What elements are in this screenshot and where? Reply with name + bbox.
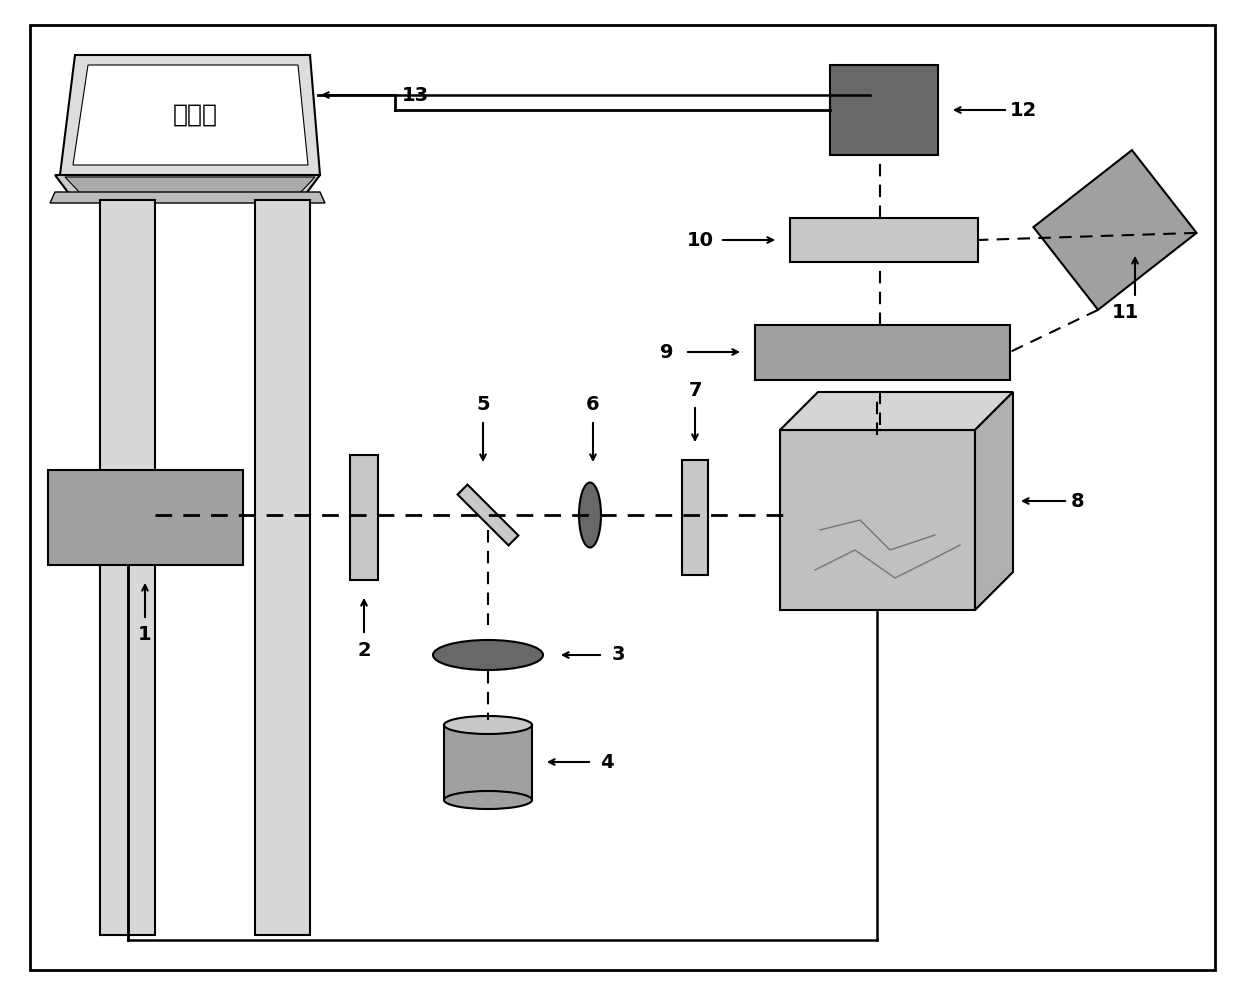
Polygon shape (55, 175, 320, 195)
Ellipse shape (579, 482, 601, 548)
Text: 11: 11 (1111, 303, 1138, 322)
Polygon shape (64, 177, 315, 193)
Bar (350, 455, 378, 580)
Bar (830, 65, 937, 155)
Bar (48, 470, 243, 565)
Bar (682, 460, 708, 575)
Polygon shape (50, 192, 325, 203)
Bar (780, 430, 975, 610)
Ellipse shape (433, 640, 543, 670)
Text: 1: 1 (138, 626, 151, 644)
Polygon shape (780, 392, 1013, 430)
Text: 13: 13 (402, 85, 429, 104)
Text: 6: 6 (587, 396, 600, 414)
Ellipse shape (444, 791, 532, 809)
Polygon shape (1033, 150, 1197, 310)
Text: 10: 10 (687, 231, 713, 249)
Ellipse shape (444, 716, 532, 734)
Text: 5: 5 (476, 396, 490, 414)
Bar (255, 200, 310, 935)
Bar (790, 218, 978, 262)
Polygon shape (60, 55, 320, 175)
Text: 7: 7 (688, 380, 702, 400)
Text: 2: 2 (357, 640, 371, 660)
Bar (444, 725, 532, 800)
Bar (100, 200, 155, 935)
Text: 9: 9 (660, 343, 673, 361)
Text: 计算机: 计算机 (172, 103, 217, 127)
Bar (755, 325, 1011, 380)
Text: 8: 8 (1071, 492, 1085, 511)
Text: 4: 4 (600, 752, 614, 772)
Text: 3: 3 (611, 645, 625, 665)
Polygon shape (975, 392, 1013, 610)
Polygon shape (73, 65, 308, 165)
Polygon shape (458, 484, 518, 545)
Text: 12: 12 (1009, 100, 1037, 120)
